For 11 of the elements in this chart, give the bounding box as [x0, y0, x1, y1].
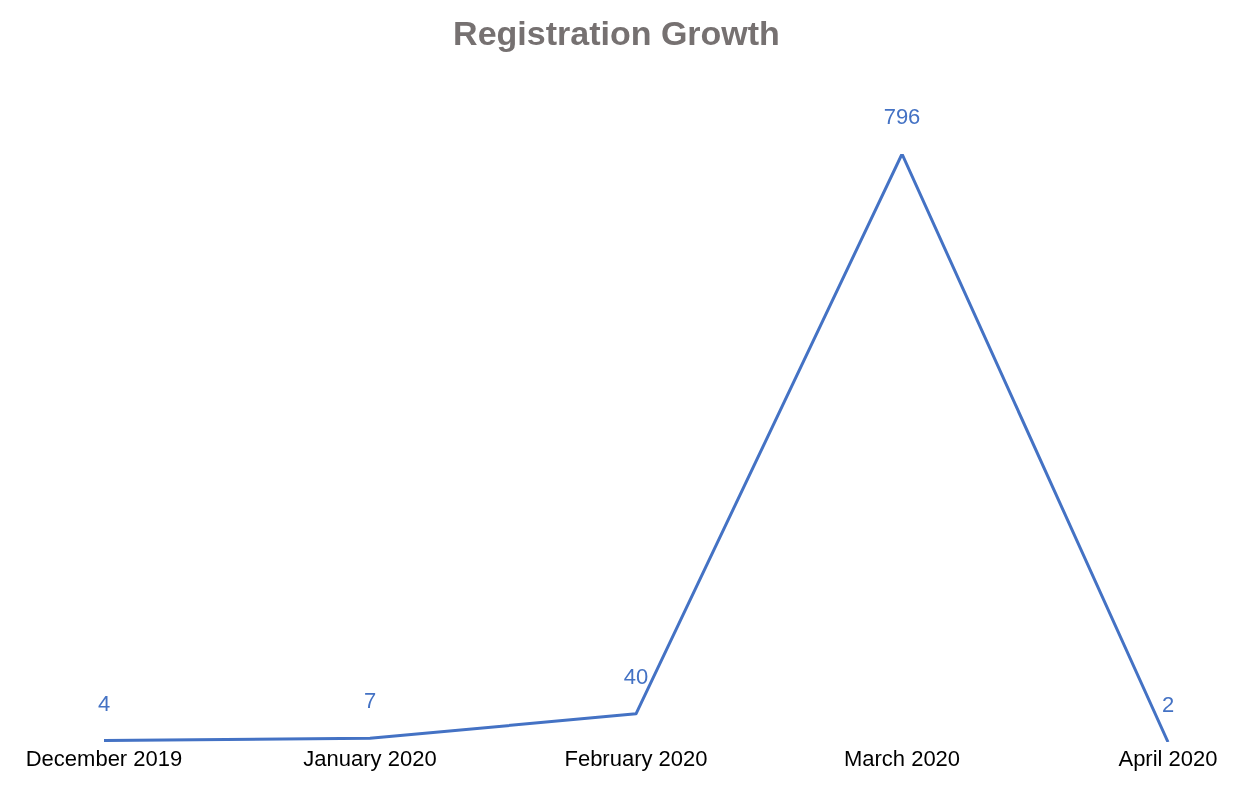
x-tick-label: March 2020 [843, 745, 961, 771]
data-label: 796 [883, 104, 921, 129]
x-tick-label: April 2020 [1118, 745, 1218, 771]
chart-title: Registration Growth [452, 13, 781, 54]
data-label: 2 [1161, 692, 1175, 717]
data-label: 40 [623, 663, 649, 689]
x-tick-label: January 2020 [303, 745, 437, 771]
x-tick-label: February 2020 [564, 745, 708, 771]
x-tick-label: December 2019 [25, 745, 183, 771]
data-label: 4 [97, 690, 111, 716]
data-label: 7 [363, 688, 377, 714]
